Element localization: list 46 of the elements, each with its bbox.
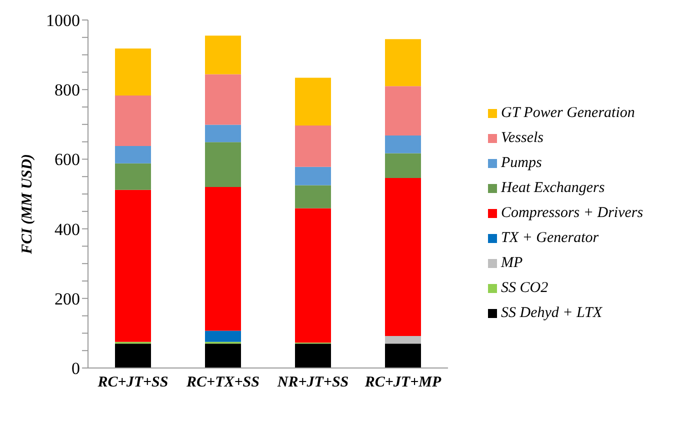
bar <box>295 125 331 167</box>
bar <box>115 344 151 368</box>
bar <box>385 344 421 368</box>
bar <box>385 39 421 86</box>
bar <box>115 190 151 342</box>
bar <box>295 208 331 343</box>
y-tick-label: 0 <box>72 359 80 378</box>
bar <box>205 330 241 342</box>
legend-label: TX + Generator <box>501 228 599 248</box>
y-tick-label: 800 <box>54 80 80 100</box>
bar <box>115 96 151 146</box>
y-tick-label: 400 <box>54 220 80 239</box>
bar <box>295 185 331 208</box>
bar <box>385 136 421 154</box>
bar <box>385 153 421 178</box>
bar <box>205 142 241 188</box>
x-tick-label: RC+TX+SS <box>186 374 260 391</box>
legend-label: Compressors + Drivers <box>501 204 644 222</box>
legend-label: MP <box>501 254 523 272</box>
bar <box>205 187 241 331</box>
y-tick-label: 600 <box>54 150 80 170</box>
bar <box>295 344 331 368</box>
x-tick-label: NR+JT+SS <box>276 374 349 391</box>
bar <box>205 124 241 142</box>
bar <box>205 344 241 368</box>
bar <box>385 86 421 136</box>
bar <box>295 166 331 186</box>
legend-label: Pumps <box>501 154 542 172</box>
bar <box>295 78 331 126</box>
y-tick-label: 1000 <box>46 11 80 30</box>
legend-label: SS Dehyd + LTX <box>501 304 602 322</box>
y-axis-title: FCI (MM USD) <box>19 154 36 255</box>
x-tick-label: RC+JT+SS <box>96 374 168 391</box>
bar <box>385 336 421 344</box>
bar <box>205 74 241 125</box>
y-tick-label: 200 <box>54 289 80 308</box>
bar <box>385 178 421 336</box>
bar <box>115 48 151 96</box>
bar <box>205 36 241 74</box>
legend-label: GT Power Generation <box>501 104 635 122</box>
bar <box>115 163 151 190</box>
legend-label: Vessels <box>501 128 544 148</box>
legend-label: SS CO2 <box>501 278 548 298</box>
x-tick-label: RC+JT+MP <box>364 374 442 391</box>
legend-label: Heat Exchangers <box>501 178 605 198</box>
bar <box>115 146 151 164</box>
